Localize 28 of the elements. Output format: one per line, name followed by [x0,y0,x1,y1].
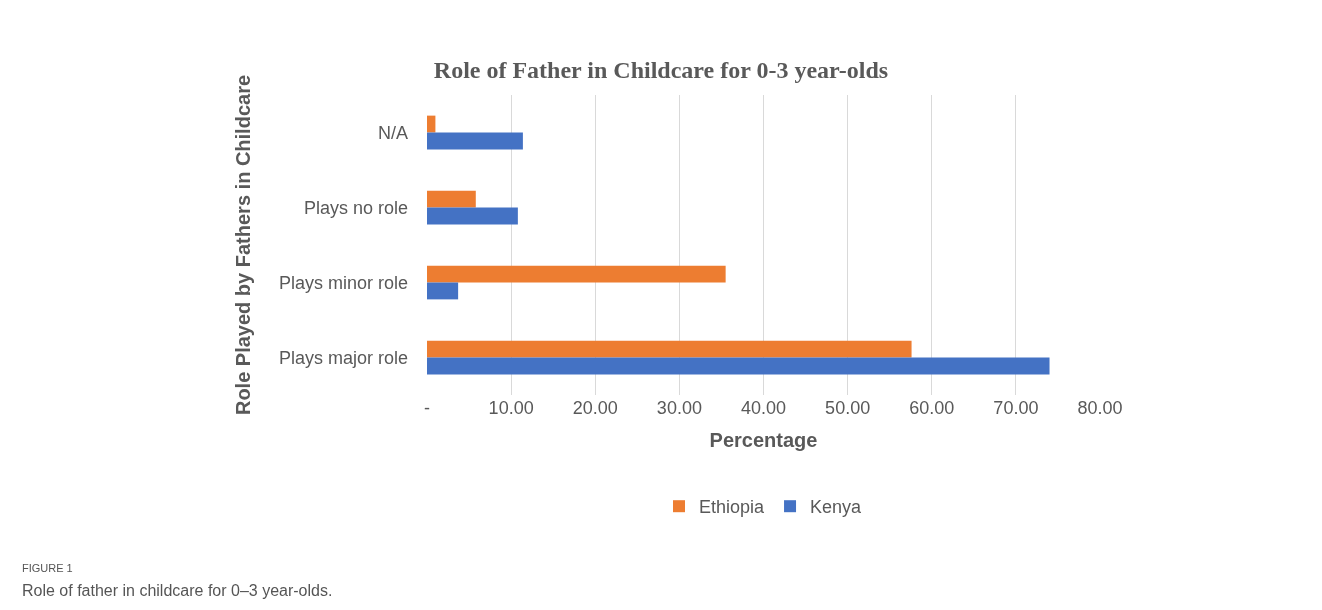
y-tick-label: Plays major role [278,347,408,368]
bar [427,207,518,225]
x-tick-label: 10.00 [488,398,534,418]
y-tick-label: Plays no role [303,197,408,218]
bar [427,115,436,133]
chart-title: Role of Father in Childcare for 0-3 year-olds [433,56,889,83]
x-tick-label: 70.00 [993,398,1039,418]
y-axis-title: Role Played by Fathers in Childcare [232,74,255,416]
x-tick-label: 60.00 [909,398,955,418]
legend-label: Kenya [810,497,863,518]
caption: FIGURE 1 [22,562,73,574]
bar [427,282,459,300]
bar [427,132,523,150]
bar [427,265,726,283]
legend-label: Ethiopia [699,497,766,518]
x-tick-label: - [424,398,430,418]
bar [427,340,912,358]
x-tick-label: 40.00 [740,398,787,418]
x-tick-label: 80.00 [1077,398,1123,418]
x-axis-title: Percentage [709,428,818,451]
y-tick-label: N/A [377,122,408,143]
bar [427,190,476,208]
x-tick-label: 20.00 [572,398,618,418]
x-tick-label: 50.00 [825,398,871,418]
y-tick-label: Plays minor role [278,272,408,293]
text: Role of father in childcare for 0–3 year-olds. [22,582,333,599]
bar [427,357,1050,375]
x-tick-label: 30.00 [656,398,702,418]
